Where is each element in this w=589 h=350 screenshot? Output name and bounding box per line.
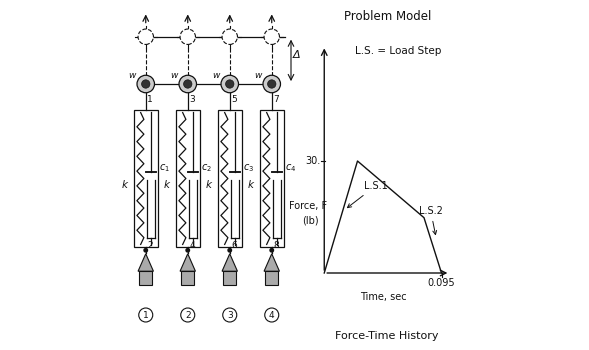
Text: 2: 2 (185, 310, 191, 320)
Bar (223, 271, 236, 285)
Circle shape (269, 248, 274, 253)
Text: 1: 1 (143, 310, 148, 320)
Bar (218, 110, 241, 247)
Circle shape (180, 29, 196, 44)
Text: L.S.2: L.S.2 (419, 206, 442, 234)
Bar (140, 271, 152, 285)
Text: Problem Model: Problem Model (343, 10, 431, 23)
Circle shape (227, 248, 232, 253)
Text: k: k (247, 181, 253, 190)
Circle shape (138, 29, 154, 44)
Text: 0.095: 0.095 (428, 278, 455, 288)
Bar (260, 110, 284, 247)
Text: $c_2$: $c_2$ (201, 162, 212, 174)
Bar (181, 271, 194, 285)
Circle shape (226, 80, 234, 88)
Text: $c_3$: $c_3$ (243, 162, 254, 174)
Text: Time, sec: Time, sec (360, 292, 407, 302)
Polygon shape (180, 254, 196, 271)
Polygon shape (138, 254, 154, 271)
Circle shape (264, 29, 279, 44)
Text: 6: 6 (231, 240, 237, 250)
Text: (lb): (lb) (302, 216, 319, 225)
Text: Force-Time History: Force-Time History (336, 331, 439, 341)
Bar (176, 110, 200, 247)
Circle shape (267, 80, 276, 88)
Text: w: w (128, 71, 135, 80)
Text: L.S.1: L.S.1 (348, 181, 388, 208)
Text: 3: 3 (189, 94, 195, 104)
Text: 7: 7 (273, 94, 279, 104)
Text: w: w (170, 71, 178, 80)
Text: 1: 1 (147, 94, 153, 104)
Text: $c_1$: $c_1$ (160, 162, 170, 174)
Text: 5: 5 (231, 94, 237, 104)
Text: 30.: 30. (306, 156, 321, 166)
Text: Δ: Δ (293, 50, 300, 60)
Circle shape (143, 248, 148, 253)
Polygon shape (264, 254, 279, 271)
Bar (266, 271, 278, 285)
Circle shape (221, 75, 239, 93)
Text: 2: 2 (147, 240, 153, 250)
Bar (134, 110, 158, 247)
Polygon shape (222, 254, 237, 271)
Text: w: w (254, 71, 262, 80)
Circle shape (222, 29, 237, 44)
Text: k: k (164, 181, 170, 190)
Text: k: k (121, 181, 128, 190)
Text: $c_4$: $c_4$ (286, 162, 297, 174)
Text: 4: 4 (190, 240, 195, 250)
Circle shape (186, 248, 190, 253)
Text: 3: 3 (227, 310, 233, 320)
Circle shape (179, 75, 197, 93)
Text: 4: 4 (269, 310, 274, 320)
Text: L.S. = Load Step: L.S. = Load Step (355, 46, 441, 56)
Circle shape (137, 75, 154, 93)
Text: Force, F: Force, F (289, 202, 327, 211)
Text: k: k (206, 181, 211, 190)
Circle shape (263, 75, 280, 93)
Text: w: w (212, 71, 220, 80)
Circle shape (141, 80, 150, 88)
Circle shape (184, 80, 192, 88)
Text: 8: 8 (273, 240, 279, 250)
